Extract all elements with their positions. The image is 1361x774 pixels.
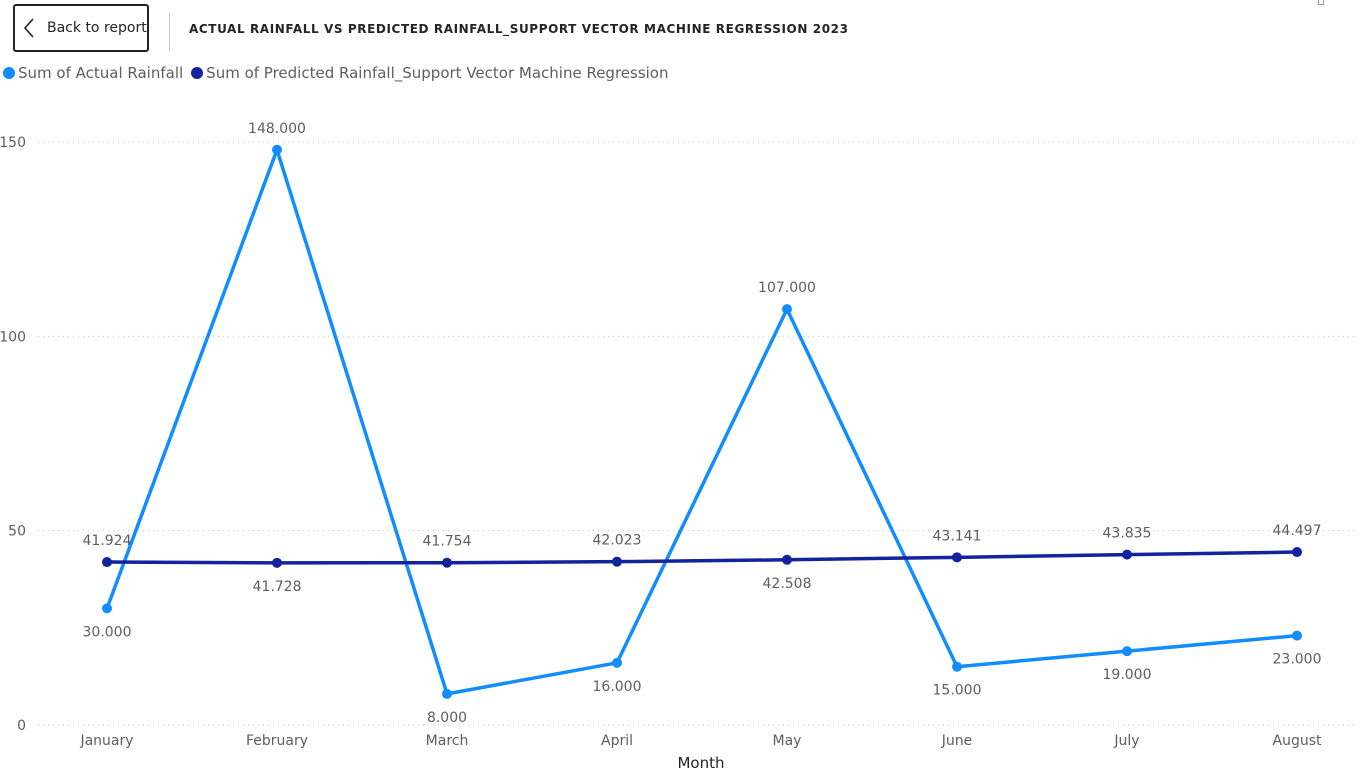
data-label-actual: 23.000 xyxy=(1273,652,1322,668)
legend-item-predicted[interactable]: Sum of Predicted Rainfall_Support Vector… xyxy=(191,64,669,82)
data-point-actual xyxy=(272,144,282,155)
chevron-left-icon xyxy=(23,18,34,38)
x-tick-label: June xyxy=(941,733,973,749)
series-line-actual xyxy=(105,148,1298,696)
data-label-actual: 19.000 xyxy=(1103,667,1152,683)
data-point-actual xyxy=(1292,630,1302,641)
data-point-predicted xyxy=(272,557,282,568)
data-point-predicted xyxy=(952,552,962,563)
back-to-report-button[interactable]: Back to report xyxy=(13,4,149,52)
data-point-predicted xyxy=(102,557,112,568)
x-tick-label: April xyxy=(601,733,633,749)
data-label-actual: 107.000 xyxy=(758,280,816,296)
corner-mark xyxy=(1318,0,1324,5)
x-axis-title: Month xyxy=(677,754,724,772)
data-point-actual xyxy=(612,657,622,668)
x-tick-label: May xyxy=(773,733,802,749)
y-tick-label: 0 xyxy=(17,718,26,734)
data-point-predicted xyxy=(442,557,452,568)
x-tick-label: March xyxy=(426,733,469,749)
data-label-actual: 15.000 xyxy=(933,683,982,699)
x-tick-label: August xyxy=(1273,733,1323,749)
data-label-predicted: 43.141 xyxy=(933,528,982,544)
data-label-predicted: 41.728 xyxy=(253,579,302,595)
data-label-actual: 148.000 xyxy=(248,121,306,137)
legend-marker-actual xyxy=(3,67,15,79)
data-label-actual: 16.000 xyxy=(593,679,642,695)
y-tick-label: 50 xyxy=(8,524,26,540)
data-point-actual xyxy=(102,603,112,614)
y-tick-label: 100 xyxy=(0,329,26,345)
data-point-actual xyxy=(442,688,452,699)
data-label-actual: 30.000 xyxy=(83,624,132,640)
data-label-predicted: 41.754 xyxy=(423,534,472,550)
data-point-predicted xyxy=(782,554,792,565)
data-label-predicted: 41.924 xyxy=(83,533,132,549)
x-tick-label: February xyxy=(246,733,308,749)
data-point-predicted xyxy=(612,556,622,567)
data-point-actual xyxy=(1122,646,1132,657)
data-label-actual: 8.000 xyxy=(427,710,467,726)
legend-label-actual: Sum of Actual Rainfall xyxy=(18,64,184,82)
header-divider xyxy=(169,13,170,51)
legend-item-actual[interactable]: Sum of Actual Rainfall xyxy=(3,64,183,82)
x-tick-label: January xyxy=(79,733,133,749)
data-point-predicted xyxy=(1122,549,1132,560)
data-point-actual xyxy=(952,661,962,672)
data-label-predicted: 42.023 xyxy=(593,533,642,549)
legend-marker-predicted xyxy=(191,67,204,79)
back-to-report-label: Back to report xyxy=(47,20,147,36)
data-point-actual xyxy=(782,304,792,315)
data-label-predicted: 43.835 xyxy=(1103,526,1152,542)
series-line-predicted xyxy=(106,550,1298,565)
page-title: ACTUAL RAINFALL VS PREDICTED RAINFALL_SU… xyxy=(189,22,849,36)
data-label-predicted: 42.508 xyxy=(763,576,812,592)
data-point-predicted xyxy=(1292,547,1302,558)
y-tick-label: 150 xyxy=(0,135,26,151)
chart-legend: Sum of Actual Rainfall Sum of Predicted … xyxy=(3,64,677,82)
legend-label-predicted: Sum of Predicted Rainfall_Support Vector… xyxy=(206,64,669,82)
x-tick-label: July xyxy=(1113,733,1139,749)
data-label-predicted: 44.497 xyxy=(1273,523,1322,539)
